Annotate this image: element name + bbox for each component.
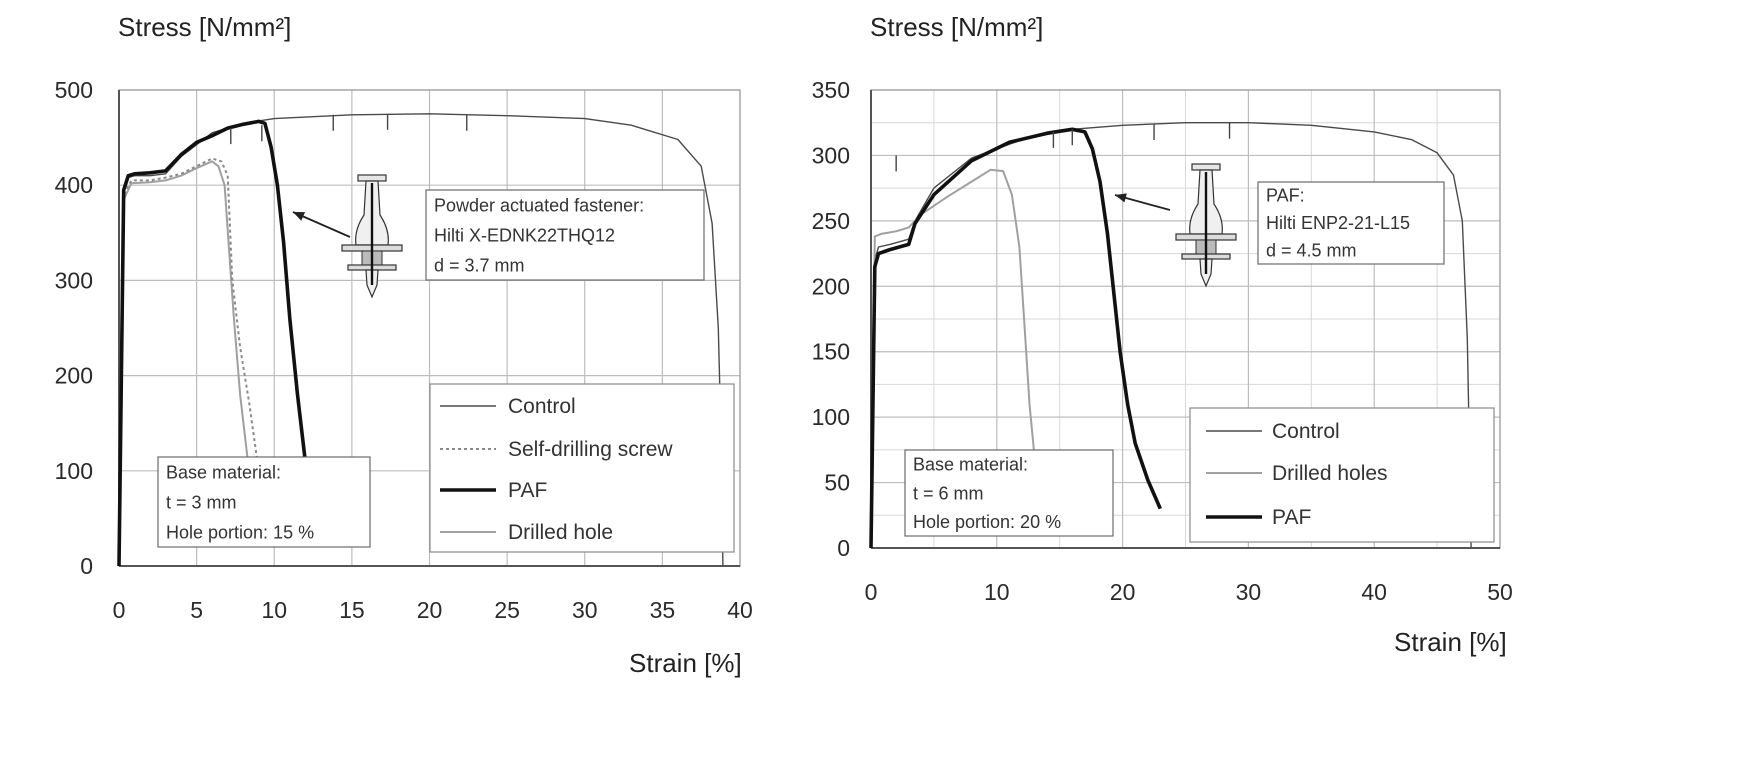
chart1-ylabel: Stress [N/mm²]: [118, 12, 292, 42]
chart1-x-tick-label: 15: [339, 597, 365, 623]
chart2-fastener-note-text: PAF:: [1266, 186, 1305, 206]
chart2-x-tick-label: 40: [1361, 579, 1387, 605]
chart2-y-tick-label: 0: [837, 535, 850, 561]
chart2-x-tick-label: 50: [1487, 579, 1513, 605]
chart1-y-tick-label: 500: [55, 77, 93, 103]
chart1-x-tick-label: 0: [113, 597, 126, 623]
chart1-y-tick-label: 300: [55, 267, 93, 293]
chart1-y-tick-label: 400: [55, 172, 93, 198]
chart2-x-tick-label: 20: [1110, 579, 1136, 605]
chart1-x-tick-label: 20: [417, 597, 443, 623]
chart1-y-tick-label: 100: [55, 458, 93, 484]
chart2-series-control: [870, 122, 1472, 549]
chart1-xlabel: Strain [%]: [629, 648, 742, 678]
chart1-base-material-note-text: t = 3 mm: [166, 493, 237, 513]
chart2-legend-label: Control: [1272, 420, 1340, 443]
chart2-fastener-note-text: d = 4.5 mm: [1266, 240, 1357, 260]
chart1-fastener-illustration: [341, 174, 403, 299]
chart2-fastener-note-box: [1257, 181, 1445, 265]
chart2-fastener-note-text: Hilti ENP2-21-L15: [1266, 213, 1410, 233]
chart1-arrow-head: [293, 212, 305, 221]
chart1-series-drilled-hole: [118, 160, 249, 567]
chart2-y-tick-label: 300: [812, 142, 850, 168]
chart2-base-material-note-text: Base material:: [913, 455, 1028, 475]
chart2-y-tick-label: 250: [812, 208, 850, 234]
chart1-fastener-note-text: Powder actuated fastener:: [434, 196, 644, 216]
chart2-x-tick-label: 0: [865, 579, 878, 605]
chart1-legend-box: [429, 383, 735, 553]
chart1-base-material-note-text: Base material:: [166, 463, 281, 483]
chart2-xlabel: Strain [%]: [1394, 627, 1507, 657]
chart1-y-tick-label: 0: [80, 553, 93, 579]
chart1-series-self-drilling-screw: [118, 157, 260, 567]
chart1-legend-label: PAF: [508, 479, 547, 502]
chart1-series-paf: [117, 119, 308, 567]
chart2-arrow-head: [1115, 193, 1127, 203]
chart2-fastener-illustration: [1175, 163, 1237, 288]
chart1-legend-label: Drilled hole: [508, 521, 613, 544]
chart2-legend-label: PAF: [1272, 506, 1311, 529]
chart1-x-tick-label: 25: [494, 597, 520, 623]
chart2-y-tick-label: 150: [812, 339, 850, 365]
chart1-legend-label: Control: [508, 395, 576, 418]
chart1-x-tick-label: 40: [727, 597, 753, 623]
chart2-y-tick-label: 350: [812, 77, 850, 103]
chart2-y-tick-label: 100: [812, 404, 850, 430]
chart2-series-drilled-holes: [870, 168, 1036, 549]
chart2-base-material-note-box: [904, 449, 1114, 537]
chart1-fastener-note-box: [425, 189, 705, 281]
chart1-x-tick-label: 30: [572, 597, 598, 623]
chart2-x-tick-label: 10: [984, 579, 1010, 605]
chart1-legend-label: Self-drilling screw: [508, 438, 673, 461]
chart2-base-material-note-text: Hole portion: 20 %: [913, 512, 1061, 532]
chart1-y-tick-label: 200: [55, 363, 93, 389]
chart2-legend-label: Drilled holes: [1272, 462, 1388, 485]
chart1-x-tick-label: 10: [261, 597, 287, 623]
chart1-base-material-note-box: [157, 456, 371, 548]
chart2-x-tick-label: 30: [1236, 579, 1262, 605]
chart1-fastener-note-text: Hilti X-EDNK22THQ12: [434, 226, 615, 246]
chart2-ylabel: Stress [N/mm²]: [870, 12, 1044, 42]
chart1-fastener-note-text: d = 3.7 mm: [434, 256, 525, 276]
chart1-x-tick-label: 5: [190, 597, 203, 623]
chart1-series-control: [118, 113, 724, 567]
chart1-x-tick-label: 35: [650, 597, 676, 623]
chart2-y-tick-label: 50: [824, 470, 850, 496]
chart2-base-material-note-text: t = 6 mm: [913, 483, 984, 503]
chart2-y-tick-label: 200: [812, 273, 850, 299]
chart1-base-material-note-text: Hole portion: 15 %: [166, 523, 314, 543]
